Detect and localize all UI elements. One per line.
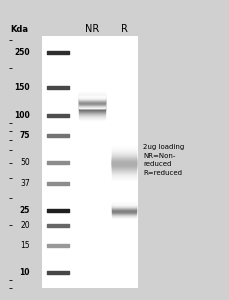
Bar xyxy=(42,36,137,288)
Text: Kda: Kda xyxy=(10,25,28,34)
Text: 100: 100 xyxy=(14,111,30,120)
Text: 10: 10 xyxy=(19,268,30,277)
Text: R: R xyxy=(120,25,127,34)
Text: 250: 250 xyxy=(14,48,30,57)
Text: 20: 20 xyxy=(20,221,30,230)
Text: 75: 75 xyxy=(19,130,30,140)
Text: 37: 37 xyxy=(20,179,30,188)
Text: 15: 15 xyxy=(20,241,30,250)
Text: 150: 150 xyxy=(14,83,30,92)
Text: 25: 25 xyxy=(19,206,30,215)
Text: 50: 50 xyxy=(20,158,30,167)
Text: NR: NR xyxy=(84,25,98,34)
Text: 2ug loading
NR=Non-
reduced
R=reduced: 2ug loading NR=Non- reduced R=reduced xyxy=(143,144,184,176)
